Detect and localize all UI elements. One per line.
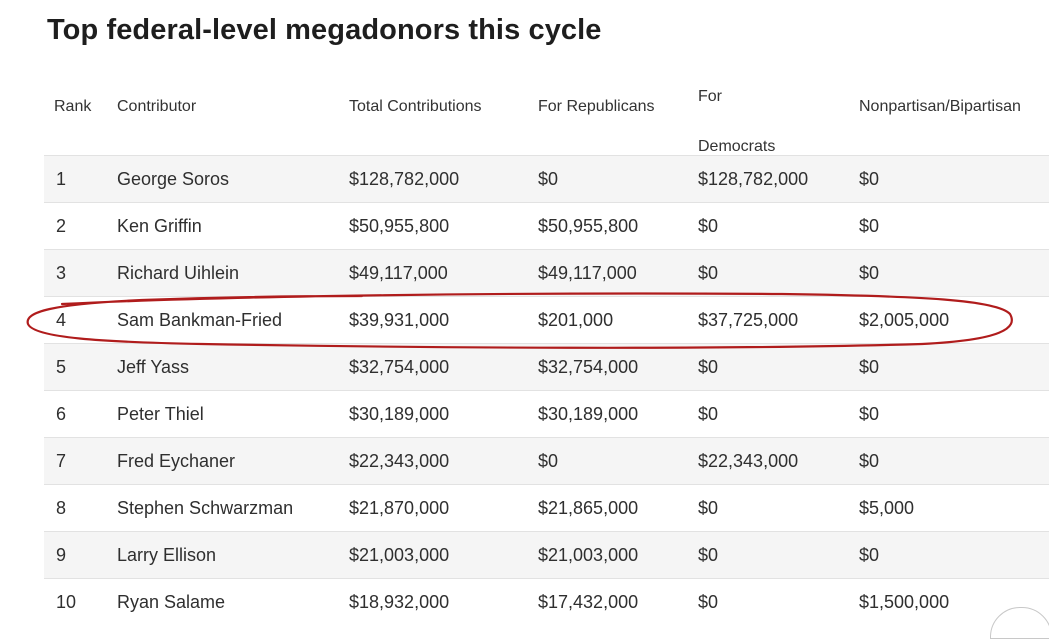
cell-nonpartisan: $1,500,000	[859, 592, 950, 612]
table-row: 10 Ryan Salame $18,932,000 $17,432,000 $0 $1,…	[44, 578, 1049, 625]
cell-for-democrats: $0	[698, 357, 719, 377]
cell-for-republicans: $21,865,000	[538, 498, 639, 518]
header-for-democrats: For Democrats	[698, 88, 776, 155]
cell-for-democrats: $0	[698, 545, 719, 565]
cell-for-republicans: $32,754,000	[538, 357, 639, 377]
header-total-contributions: Total Contributions	[349, 98, 482, 115]
cell-total-contributions: $32,754,000	[349, 357, 450, 377]
cell-nonpartisan: $0	[859, 263, 880, 283]
cell-for-democrats: $0	[698, 592, 719, 612]
cell-for-republicans: $49,117,000	[538, 263, 637, 283]
cell-contributor: Jeff Yass	[117, 357, 190, 377]
cell-for-republicans: $50,955,800	[538, 216, 639, 236]
cell-total-contributions: $21,870,000	[349, 498, 450, 518]
cell-total-contributions: $18,932,000	[349, 592, 450, 612]
cell-for-republicans: $30,189,000	[538, 404, 639, 424]
table-row: 5 Jeff Yass $32,754,000 $32,754,000 $0 $0	[44, 343, 1049, 390]
cell-rank: 7	[56, 451, 67, 471]
header-rank: Rank	[54, 98, 92, 115]
cell-total-contributions: $22,343,000	[349, 451, 450, 471]
megadonors-table: Rank Contributor Total Contributions For…	[44, 60, 1049, 625]
header-contributor: Contributor	[117, 98, 197, 115]
cell-for-democrats: $22,343,000	[698, 451, 799, 471]
cell-rank: 3	[56, 263, 67, 283]
table-body: 1 George Soros $128,782,000 $0 $128,782,000 $…	[44, 155, 1049, 625]
cell-for-republicans: $17,432,000	[538, 592, 639, 612]
cell-rank: 9	[56, 545, 67, 565]
cell-rank: 5	[56, 357, 67, 377]
table-row: 4 Sam Bankman-Fried $39,931,000 $201,000 $37…	[44, 296, 1049, 343]
cell-for-republicans: $0	[538, 169, 559, 189]
table-row: 6 Peter Thiel $30,189,000 $30,189,000 $0 $0	[44, 390, 1049, 437]
table-row: 1 George Soros $128,782,000 $0 $128,782,000 $…	[44, 155, 1049, 202]
cell-for-democrats: $0	[698, 404, 719, 424]
cell-for-republicans: $21,003,000	[538, 545, 639, 565]
cell-total-contributions: $49,117,000	[349, 263, 448, 283]
page-title: Top federal-level megadonors this cycle	[47, 14, 602, 46]
cell-contributor: Ken Griffin	[117, 216, 202, 236]
cell-total-contributions: $30,189,000	[349, 404, 450, 424]
cell-rank: 2	[56, 216, 67, 236]
cell-for-democrats: $128,782,000	[698, 169, 809, 189]
cell-contributor: Ryan Salame	[117, 592, 226, 612]
cell-rank: 10	[56, 592, 77, 612]
cell-contributor: Stephen Schwarzman	[117, 498, 294, 518]
cell-rank: 8	[56, 498, 67, 518]
cell-nonpartisan: $0	[859, 357, 880, 377]
header-for-republicans: For Republicans	[538, 98, 655, 115]
cell-nonpartisan: $0	[859, 404, 880, 424]
cell-total-contributions: $50,955,800	[349, 216, 450, 236]
table-header: Rank Contributor Total Contributions For…	[44, 60, 1049, 155]
cell-total-contributions: $128,782,000	[349, 169, 460, 189]
header-nonpartisan: Nonpartisan/Bipartisan	[859, 98, 1021, 115]
cell-nonpartisan: $0	[859, 451, 880, 471]
cell-for-democrats: $0	[698, 498, 719, 518]
cell-contributor: Larry Ellison	[117, 545, 217, 565]
cell-nonpartisan: $0	[859, 169, 880, 189]
cell-for-republicans: $201,000	[538, 310, 614, 330]
cell-total-contributions: $21,003,000	[349, 545, 450, 565]
cell-rank: 6	[56, 404, 67, 424]
table-row: 2 Ken Griffin $50,955,800 $50,955,800 $0 $0	[44, 202, 1049, 249]
cell-rank: 1	[56, 169, 67, 189]
cell-nonpartisan: $2,005,000	[859, 310, 950, 330]
cell-total-contributions: $39,931,000	[349, 310, 450, 330]
cell-nonpartisan: $0	[859, 216, 880, 236]
cell-for-democrats: $0	[698, 216, 719, 236]
cell-contributor: Sam Bankman-Fried	[117, 310, 283, 330]
table-row: 9 Larry Ellison $21,003,000 $21,003,000 $0 $0	[44, 531, 1049, 578]
cell-for-democrats: $0	[698, 263, 719, 283]
cell-contributor: Richard Uihlein	[117, 263, 240, 283]
table-row: 8 Stephen Schwarzman $21,870,000 $21,865,00…	[44, 484, 1049, 531]
cell-for-republicans: $0	[538, 451, 559, 471]
table-row: 3 Richard Uihlein $49,117,000 $49,117,000 $0…	[44, 249, 1049, 296]
cell-nonpartisan: $0	[859, 545, 880, 565]
cell-contributor: Fred Eychaner	[117, 451, 236, 471]
cell-rank: 4	[56, 310, 67, 330]
table-row: 7 Fred Eychaner $22,343,000 $0 $22,343,000 $0	[44, 437, 1049, 484]
cell-contributor: Peter Thiel	[117, 404, 204, 424]
cell-for-democrats: $37,725,000	[698, 310, 799, 330]
cell-contributor: George Soros	[117, 169, 230, 189]
cell-nonpartisan: $5,000	[859, 498, 915, 518]
